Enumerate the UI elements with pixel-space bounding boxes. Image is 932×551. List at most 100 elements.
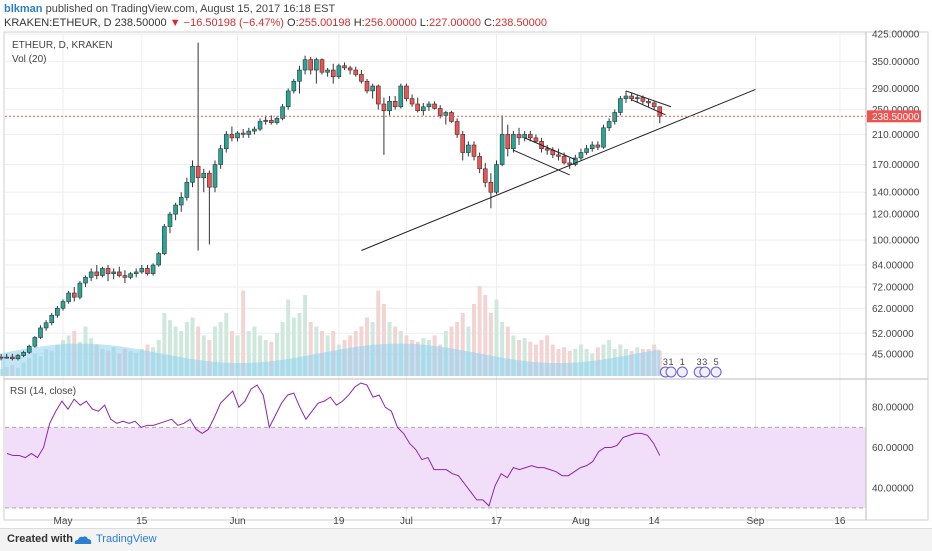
chart-frame: [3, 31, 929, 521]
volume-legend: Vol (20): [12, 54, 46, 65]
volume-bar: [224, 313, 229, 376]
candle-body: [364, 80, 370, 92]
candle-body: [623, 95, 629, 99]
candle-body: [522, 134, 527, 139]
volume-bar: [550, 344, 555, 376]
volume-bar: [578, 344, 583, 376]
volume-bar: [201, 335, 206, 376]
candle-body: [471, 144, 477, 157]
candle-body: [269, 119, 274, 124]
candle-body: [589, 144, 595, 149]
candle-body: [60, 301, 66, 309]
candle-body: [88, 271, 94, 278]
price-tick-label: 84.00000: [872, 260, 914, 271]
volume-bar: [505, 326, 510, 376]
candles: [0, 42, 663, 361]
rsi-tick-label: 40.00000: [872, 483, 914, 494]
candle-body: [178, 197, 184, 206]
time-tick-label: Jul: [400, 516, 413, 527]
candle-body: [556, 154, 561, 157]
candle-body: [421, 106, 426, 112]
time-tick-label: Sep: [747, 516, 765, 527]
candle-body: [133, 271, 139, 275]
event-marker: [665, 366, 677, 378]
candle-body: [437, 108, 443, 116]
candle-body: [466, 144, 471, 153]
candle-body: [634, 97, 640, 99]
time-tick-label: Aug: [572, 516, 590, 527]
event-count: 1: [680, 357, 685, 367]
candle-body: [21, 352, 26, 356]
event-count: 1: [669, 357, 674, 367]
low-value: 227.00000: [428, 17, 481, 29]
candle-body: [578, 152, 584, 159]
price-tick-label: 290.00000: [872, 84, 920, 95]
candle-body: [212, 164, 218, 188]
price-tick-label: 210.00000: [872, 130, 920, 141]
candle-body: [0, 356, 4, 359]
volume-bar: [460, 313, 465, 376]
high-value: 256.00000: [364, 17, 417, 29]
volume-bar: [235, 335, 240, 376]
candle-body: [392, 100, 398, 108]
candle-body: [229, 134, 235, 139]
candle-body: [111, 271, 116, 275]
volume-bar: [466, 326, 471, 376]
candle-body: [285, 90, 291, 108]
candle-body: [404, 85, 409, 99]
candle-body: [49, 315, 55, 324]
price-tick-label: 52.00000: [872, 329, 914, 340]
candle-body: [71, 292, 77, 298]
publish-info: blkman published on TradingView.com, Aug…: [4, 3, 335, 15]
volume-bar: [477, 286, 482, 376]
candle-body: [477, 156, 482, 170]
volume-bar: [173, 326, 178, 376]
candle-body: [573, 157, 578, 165]
candle-body: [387, 100, 392, 112]
candle-body: [257, 121, 263, 130]
candle-body: [77, 282, 83, 298]
volume-bar: [297, 313, 302, 376]
candle-body: [291, 80, 297, 92]
candle-body: [606, 121, 612, 129]
rsi-tick-label: 80.00000: [872, 403, 914, 414]
candle-body: [195, 165, 201, 179]
volume-bar: [213, 326, 218, 376]
event-count: 3: [697, 357, 702, 367]
symbol-text: KRAKEN:ETHEUR, D: [4, 17, 112, 29]
volume-bar: [308, 322, 313, 376]
author-link[interactable]: blkman: [4, 3, 43, 15]
candle-body: [246, 130, 252, 135]
candle-body: [449, 112, 454, 122]
volume-bar: [196, 326, 201, 376]
candle-body: [190, 165, 195, 183]
candle-body: [201, 172, 207, 179]
candle-body: [567, 162, 573, 165]
event-marker: [710, 366, 722, 378]
event-marker: [699, 366, 711, 378]
open-label: O:: [287, 17, 299, 29]
candle-body: [375, 85, 381, 105]
candle-body: [460, 134, 466, 153]
candle-body: [494, 164, 499, 193]
candle-body: [488, 182, 494, 193]
candle-body: [240, 132, 246, 135]
candle-body: [432, 103, 437, 109]
volume-bar: [511, 335, 516, 376]
candle-body: [55, 307, 60, 316]
publish-text: published on TradingView.com, August 15,…: [45, 3, 336, 15]
chart-canvas[interactable]: 425.00000350.00000290.00000250.00000210.…: [0, 0, 932, 528]
candle-body: [651, 102, 657, 108]
rsi-pane: [5, 382, 866, 509]
volume-bar: [184, 322, 189, 376]
candle-body: [105, 268, 111, 275]
candle-body: [584, 148, 589, 153]
candle-body: [640, 97, 646, 102]
trendlines: [361, 88, 756, 251]
volume-bar: [207, 340, 212, 376]
candle-body: [370, 85, 375, 92]
tradingview-brand[interactable]: TradingView: [96, 533, 157, 545]
trendline-flag-1-lower: [513, 149, 570, 176]
time-tick-label: 16: [834, 516, 846, 527]
down-arrow-icon: ▼: [169, 17, 181, 29]
